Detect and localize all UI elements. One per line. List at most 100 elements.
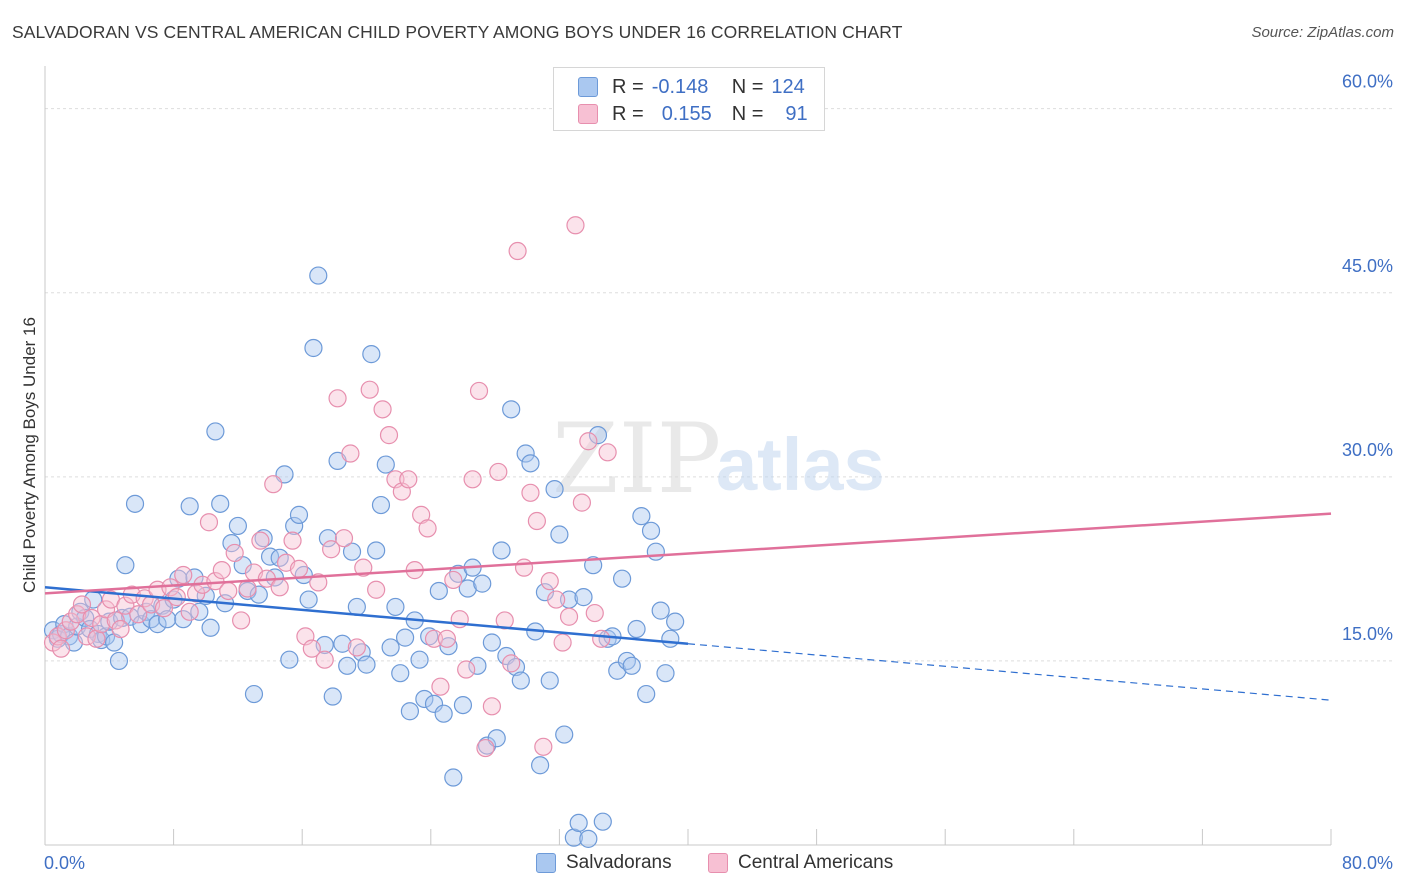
data-point — [251, 531, 270, 550]
data-point — [322, 540, 341, 559]
data-point — [641, 521, 661, 540]
data-point — [315, 650, 334, 669]
data-point — [516, 444, 535, 463]
data-point — [473, 574, 492, 593]
data-point — [56, 621, 75, 640]
data-point — [598, 443, 617, 462]
data-point — [399, 470, 418, 489]
data-point — [622, 656, 641, 675]
data-point — [579, 432, 598, 451]
data-point — [569, 813, 588, 833]
data-point — [304, 338, 323, 358]
data-point — [418, 519, 437, 538]
data-point — [444, 570, 463, 590]
y-tick-label: 45.0% — [1342, 256, 1393, 276]
data-point — [199, 513, 219, 532]
data-point — [82, 608, 101, 628]
data-point — [367, 541, 386, 560]
data-point — [61, 612, 80, 631]
data-point — [444, 768, 463, 787]
data-point — [434, 704, 453, 723]
data-point — [334, 529, 354, 548]
data-point — [608, 661, 627, 680]
data-point — [463, 470, 482, 489]
data-point — [439, 637, 458, 656]
data-point — [109, 651, 129, 671]
legend-n-label: N = — [731, 102, 764, 125]
data-point — [559, 607, 579, 626]
series-legend-central-americans: Central Americans — [708, 852, 893, 874]
data-point — [502, 400, 521, 419]
data-point — [211, 494, 230, 513]
data-point — [514, 558, 534, 577]
data-point — [244, 684, 264, 704]
data-point — [400, 702, 420, 721]
data-point — [437, 629, 456, 648]
data-point — [420, 627, 439, 646]
series-salvadorans — [43, 266, 685, 848]
series-central-americans — [43, 216, 617, 758]
data-point — [225, 543, 244, 563]
data-point — [540, 671, 559, 690]
blue-swatch-icon — [536, 853, 556, 873]
data-point — [174, 565, 193, 585]
data-point — [469, 381, 489, 401]
correlation-legend: R = -0.148 N = 124 R = 0.155 N = 91 — [553, 67, 825, 131]
data-point — [527, 511, 546, 531]
data-point — [190, 602, 209, 621]
data-point — [125, 494, 145, 513]
legend-r-value: 0.155 — [661, 102, 712, 125]
legend-row-central-americans: R = 0.155 N = 91 — [578, 101, 808, 127]
y-tick-label: 15.0% — [1342, 624, 1393, 644]
data-point — [476, 738, 495, 758]
data-point — [354, 558, 373, 577]
data-point — [174, 610, 193, 629]
data-point — [584, 556, 603, 575]
data-point — [482, 697, 501, 716]
data-point — [632, 507, 651, 526]
series-legend-salvadorans: Salvadorans — [536, 852, 672, 874]
pink-swatch-icon — [578, 104, 598, 124]
data-point — [415, 689, 434, 709]
data-point — [482, 633, 501, 652]
data-point — [588, 426, 608, 445]
data-point — [201, 618, 220, 637]
data-point — [309, 266, 328, 285]
data-point — [333, 634, 352, 653]
data-point — [612, 569, 632, 588]
legend-r-label: R = — [612, 75, 644, 98]
legend-r-value: -0.148 — [651, 75, 709, 98]
data-point — [550, 525, 569, 544]
data-point — [357, 655, 376, 674]
data-point — [328, 389, 347, 408]
data-point — [540, 572, 559, 591]
data-point — [666, 612, 685, 631]
data-point — [592, 629, 611, 648]
data-point — [180, 497, 199, 516]
data-point — [289, 505, 309, 524]
data-point — [92, 615, 111, 634]
source-credit: Source: ZipAtlas.com — [1251, 24, 1394, 41]
y-tick-label: 30.0% — [1342, 440, 1393, 460]
data-point — [280, 650, 299, 669]
trend-line-central-americans — [44, 512, 1332, 595]
data-point — [373, 400, 392, 419]
data-point — [555, 725, 574, 744]
data-point — [410, 650, 429, 669]
data-point — [362, 345, 381, 364]
data-point — [531, 756, 550, 775]
data-point — [458, 579, 477, 598]
data-points — [43, 216, 685, 848]
trend-line-salvadorans-extension — [687, 643, 1332, 701]
data-point — [148, 615, 167, 634]
data-point — [521, 483, 540, 502]
data-point — [158, 610, 177, 629]
data-point — [371, 495, 391, 515]
data-point — [431, 677, 450, 696]
data-point — [564, 828, 583, 847]
data-point — [495, 611, 514, 630]
legend-row-salvadorans: R = -0.148 N = 124 — [578, 74, 805, 100]
data-point — [154, 599, 174, 618]
data-point — [219, 581, 238, 601]
